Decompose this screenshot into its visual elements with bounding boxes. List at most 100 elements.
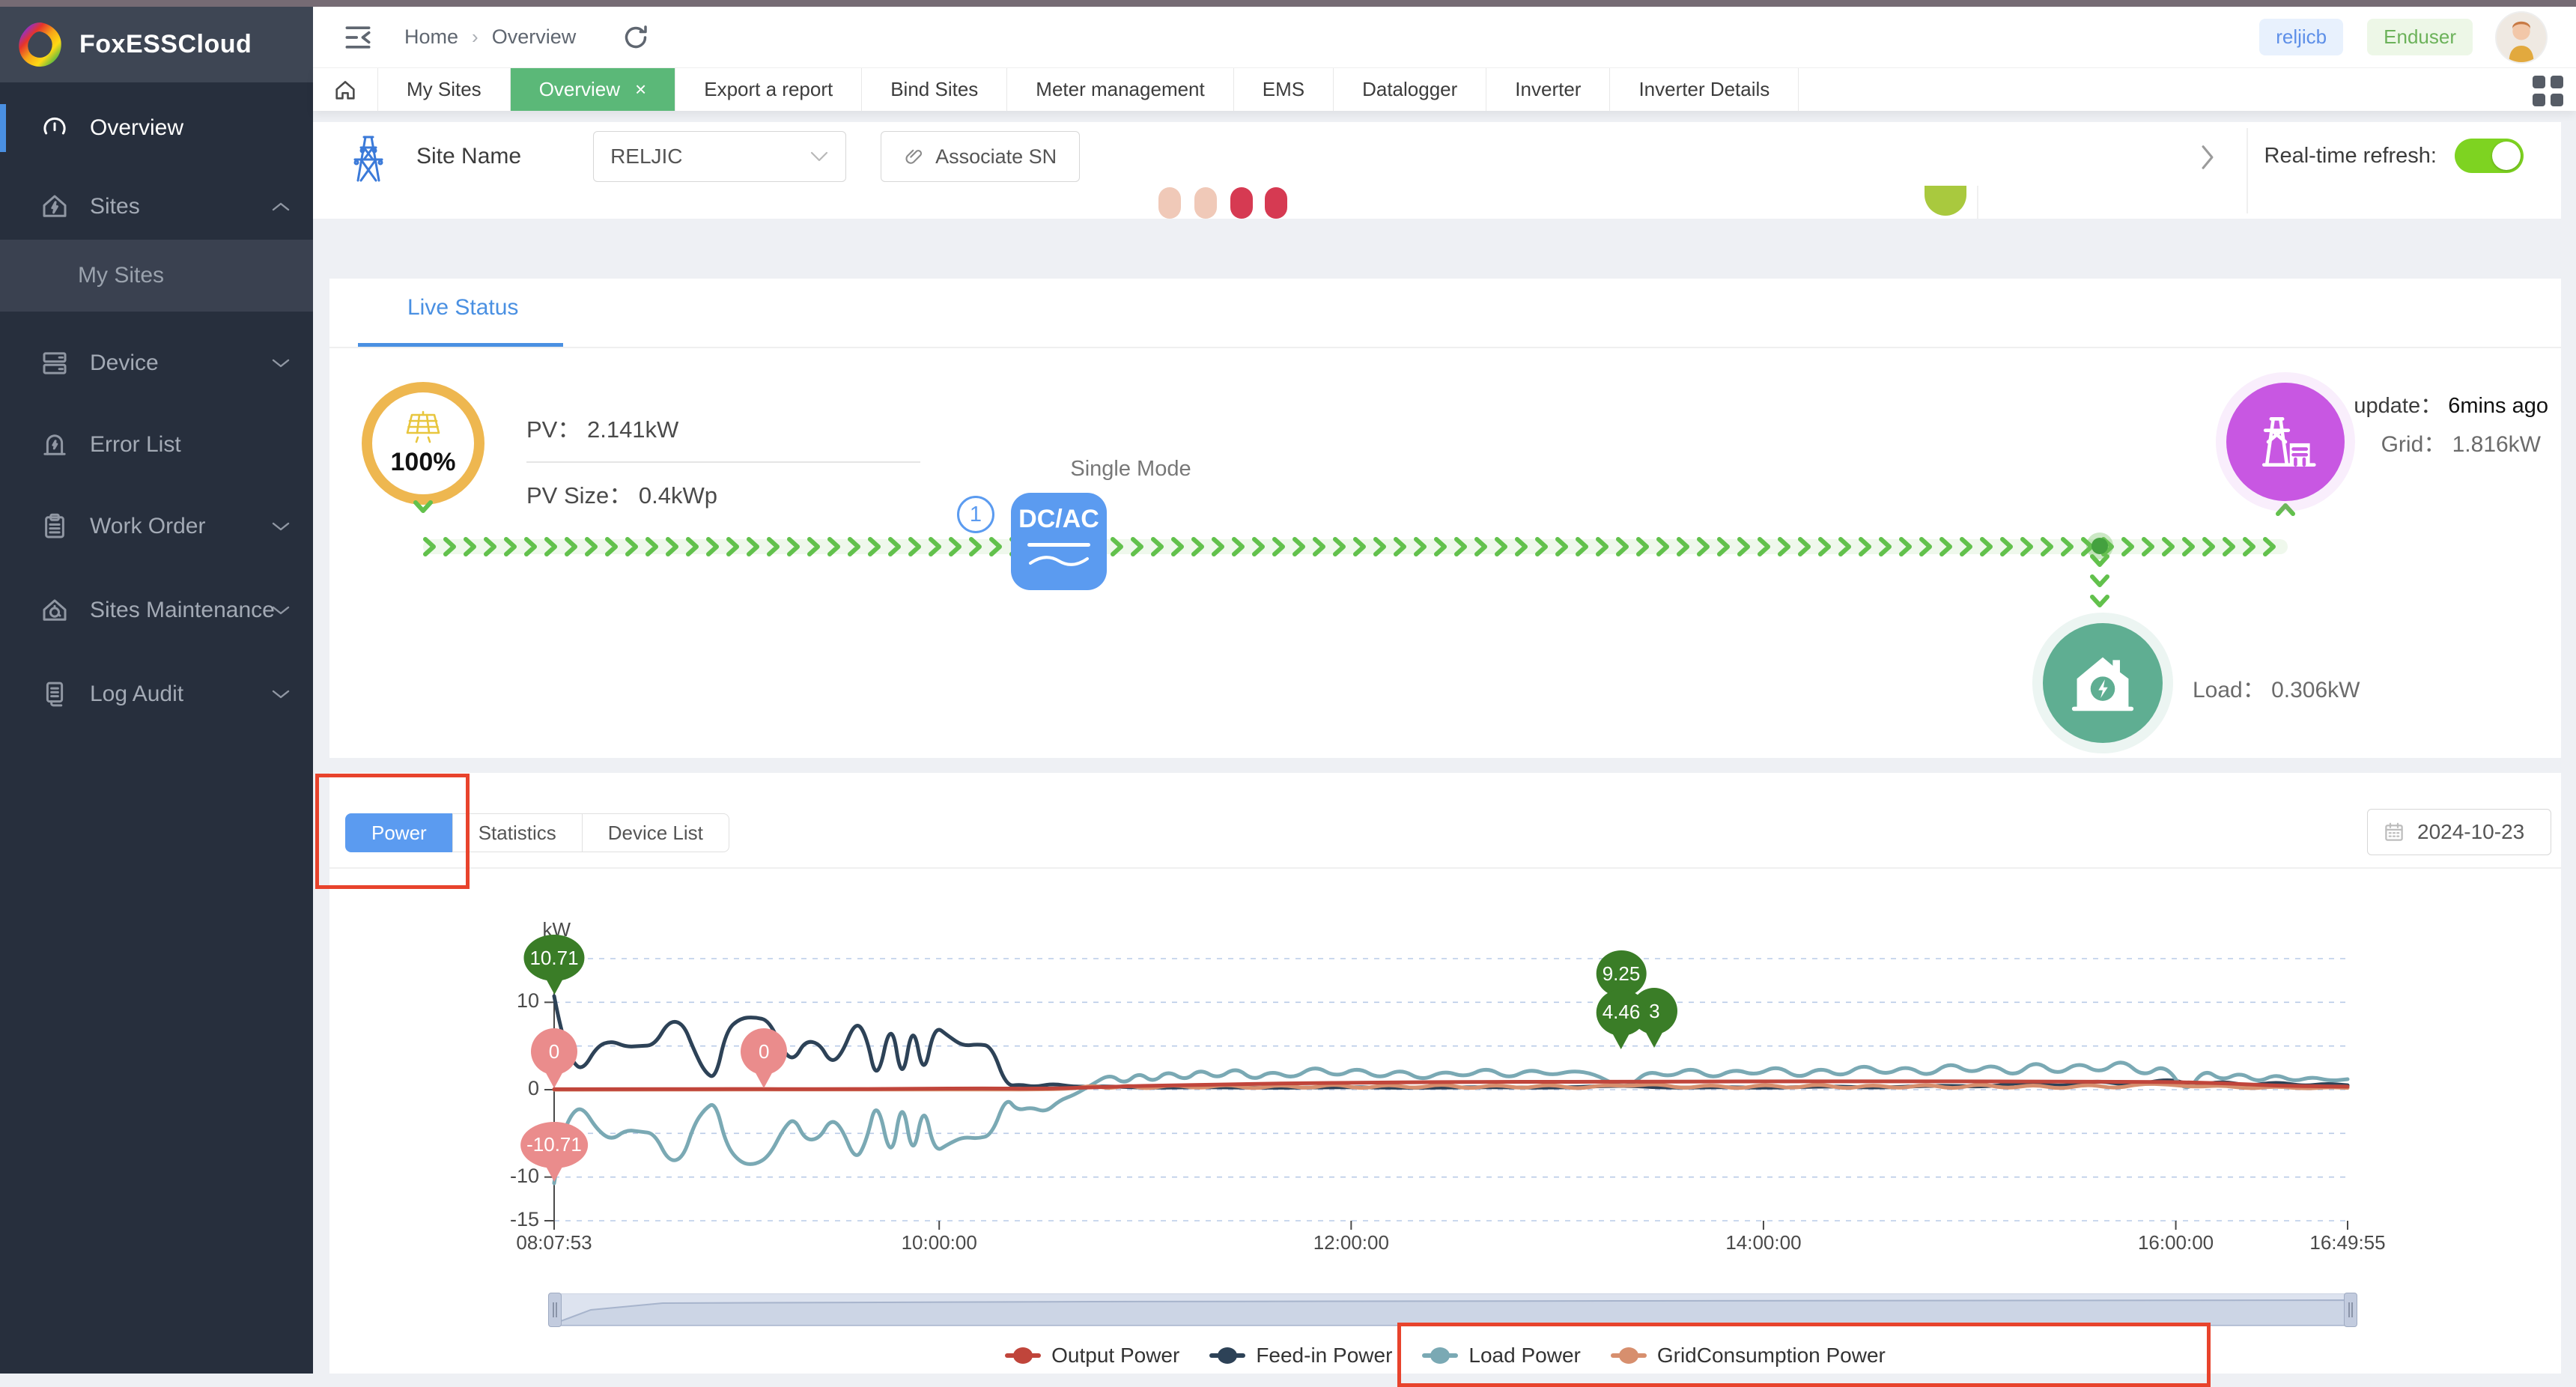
power-line-chart[interactable] — [539, 945, 2363, 1239]
tab-live-status[interactable]: Live Status — [407, 295, 519, 320]
site-select-value: RELJIC — [610, 145, 683, 168]
sidebar-item-sites-maintenance[interactable]: Sites Maintenance — [0, 586, 313, 634]
inverter-dcac-box[interactable]: DC/AC — [1011, 493, 1107, 590]
sidebar-item-work-order[interactable]: Work Order — [0, 503, 313, 550]
divider — [329, 867, 2561, 869]
inverter-mode-label: Single Mode — [1070, 457, 1191, 481]
brand-header: FoxESSCloud — [0, 7, 313, 82]
associate-sn-label: Associate SN — [935, 145, 1057, 168]
inverter-number-badge: 1 — [957, 496, 994, 533]
foxess-logo-icon — [19, 22, 61, 67]
pv-size-label: PV Size： — [526, 482, 639, 509]
top-navbar: Home › Overview reljicb Enduser — [313, 7, 2576, 67]
avatar-person-icon — [2497, 12, 2546, 62]
active-tab-underline — [358, 343, 563, 347]
sidebar-item-overview[interactable]: Overview — [0, 104, 313, 152]
site-selector-bar: Site Name RELJIC Associate SN Real-time … — [313, 122, 2561, 219]
tab-meter-management[interactable]: Meter management — [1007, 68, 1234, 111]
tab-ems[interactable]: EMS — [1233, 68, 1334, 111]
date-value: 2024-10-23 — [2417, 820, 2525, 843]
x-tick: 14:00:00 — [1725, 1231, 1802, 1254]
calendar-icon — [2385, 822, 2403, 841]
gauge-icon — [43, 117, 66, 135]
pv-label: PV： — [526, 416, 587, 443]
power-chart-card: Power Statistics Device List 2024-10-23 … — [329, 773, 2561, 1374]
server-icon — [43, 352, 67, 374]
sidebar-item-label: Sites Maintenance — [90, 598, 275, 622]
breadcrumb-home[interactable]: Home — [404, 25, 459, 48]
dcac-divider — [1027, 543, 1090, 547]
tab-label: Datalogger — [1362, 78, 1458, 100]
sidebar: FoxESSCloud Overview Sites My Sites Devi… — [0, 7, 313, 1374]
tab-export-a-report[interactable]: Export a report — [675, 68, 863, 111]
tab-label: Bind Sites — [890, 78, 979, 100]
cutoff-gauge-arc — [1925, 186, 1966, 216]
breadcrumb-current[interactable]: Overview — [491, 25, 577, 48]
x-tick: 12:00:00 — [1313, 1231, 1389, 1254]
legend-label: Load Power — [1468, 1344, 1581, 1367]
site-select[interactable]: RELJIC — [593, 131, 847, 182]
chart-marker-pin: 0 — [531, 1028, 577, 1090]
sidebar-item-my-sites[interactable]: My Sites — [0, 240, 313, 312]
sidebar-item-label: Log Audit — [90, 682, 184, 706]
load-label: Load： — [2193, 678, 2272, 702]
tab-home[interactable] — [313, 68, 378, 111]
sidebar-item-sites[interactable]: Sites — [0, 183, 313, 231]
dcac-label: DC/AC — [1018, 505, 1099, 533]
sidebar-item-label: Work Order — [90, 514, 206, 538]
username-badge[interactable]: reljicb — [2259, 19, 2344, 55]
collapse-sidebar-icon[interactable] — [341, 21, 374, 54]
grid-value: 1.816kW — [2452, 432, 2541, 457]
tab-overview[interactable]: Overview × — [510, 68, 676, 111]
flow-line-horizontal — [423, 537, 2276, 556]
tab-inverter-details[interactable]: Inverter Details — [1610, 68, 1799, 111]
tab-label: Inverter Details — [1638, 78, 1770, 100]
realtime-refresh-toggle[interactable] — [2455, 139, 2524, 173]
tab-label: Inverter — [1515, 78, 1582, 100]
segment-device-list[interactable]: Device List — [581, 813, 729, 852]
zoom-handle-left[interactable] — [548, 1293, 562, 1327]
segment-power[interactable]: Power — [345, 813, 453, 852]
cutoff-marker — [1265, 187, 1287, 219]
update-time-line: update： 6mins ago — [2354, 388, 2548, 419]
sidebar-item-label: My Sites — [78, 263, 165, 288]
apps-grid-icon[interactable] — [2533, 76, 2566, 106]
chart-mode-segmented-control: Power Statistics Device List — [345, 813, 729, 852]
data-zoom-slider[interactable] — [548, 1293, 2357, 1327]
tab-inverter[interactable]: Inverter — [1486, 68, 1611, 111]
x-tick: 08:07:53 — [516, 1231, 592, 1254]
legend-item-load-power[interactable]: Load Power — [1422, 1344, 1581, 1368]
x-tick: 16:49:55 — [2309, 1231, 2386, 1254]
role-badge[interactable]: Enduser — [2367, 19, 2473, 55]
segment-statistics[interactable]: Statistics — [452, 813, 583, 852]
tab-label: Overview — [538, 78, 621, 100]
legend-item-feed-in-power[interactable]: Feed-in Power — [1209, 1344, 1392, 1368]
legend-item-gridconsumption-power[interactable]: GridConsumption Power — [1610, 1344, 1886, 1368]
tab-datalogger[interactable]: Datalogger — [1334, 68, 1487, 111]
sidebar-item-device[interactable]: Device — [0, 339, 313, 387]
chevron-up-icon — [272, 202, 290, 211]
date-picker[interactable]: 2024-10-23 — [2367, 809, 2551, 855]
sidebar-item-error-list[interactable]: Error List — [0, 421, 313, 469]
load-power-line: Load： 0.306kW — [2193, 671, 2360, 704]
house-bolt-icon — [43, 195, 67, 217]
sidebar-item-log-audit[interactable]: Log Audit — [0, 670, 313, 718]
zoom-handle-right[interactable] — [2344, 1293, 2357, 1327]
chart-marker-pin: 4.46 — [1596, 989, 1647, 1051]
expand-right-icon[interactable] — [2196, 143, 2219, 172]
tab-bind-sites[interactable]: Bind Sites — [862, 68, 1008, 111]
load-node — [2043, 623, 2163, 743]
avatar[interactable] — [2497, 12, 2546, 62]
divider — [526, 461, 920, 463]
close-tab-icon[interactable]: × — [635, 78, 647, 100]
tab-label: My Sites — [407, 78, 482, 100]
load-value: 0.306kW — [2271, 678, 2360, 702]
sidebar-item-label: Sites — [90, 194, 140, 219]
y-tick: -15 — [509, 1208, 539, 1230]
legend-item-output-power[interactable]: Output Power — [1005, 1344, 1179, 1368]
tab-my-sites[interactable]: My Sites — [378, 68, 511, 111]
associate-sn-button[interactable]: Associate SN — [881, 131, 1081, 182]
clipboard-icon — [45, 513, 64, 538]
refresh-icon[interactable] — [621, 22, 651, 52]
chart-marker-pin: 0 — [741, 1028, 788, 1090]
